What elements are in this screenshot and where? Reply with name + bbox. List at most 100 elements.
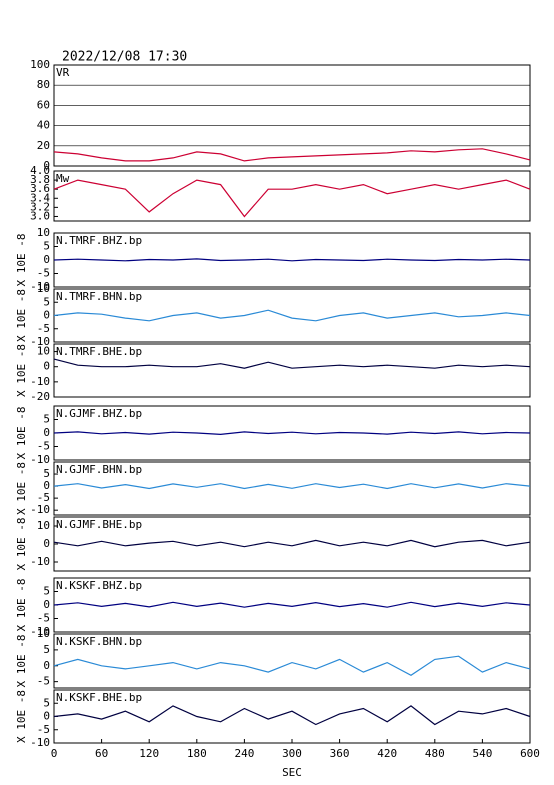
y-tick-label: 0	[43, 253, 50, 266]
x-tick-label: 240	[234, 747, 254, 760]
y-axis-label: X 10E -8	[15, 635, 28, 688]
y-tick-label: 0	[43, 710, 50, 723]
y-tick-label: 10	[37, 282, 50, 295]
y-tick-label: -10	[30, 453, 50, 466]
y-tick-label: 10	[37, 627, 50, 640]
panel-label: N.TMRF.BHN.bp	[56, 290, 142, 303]
x-tick-label: 180	[187, 747, 207, 760]
y-tick-label: 40	[37, 119, 50, 132]
panel-frame	[53, 170, 531, 222]
panel-label: N.KSKF.BHE.bp	[56, 691, 142, 704]
y-tick-label: -10	[30, 375, 50, 388]
x-tick-label: 300	[282, 747, 302, 760]
y-tick-label: 10	[37, 226, 50, 239]
y-tick-label: -10	[30, 625, 50, 638]
y-tick-label: -10	[30, 736, 50, 749]
panel-label: N.GJMF.BHE.bp	[56, 518, 142, 531]
y-tick-label: -5	[37, 612, 50, 625]
series-line	[53, 655, 531, 676]
panel-frame	[53, 64, 531, 167]
x-tick-label: 420	[377, 747, 397, 760]
y-tick-label: 3.6	[30, 182, 50, 195]
y-axis-label: X 10E -8	[15, 579, 28, 632]
y-tick-label: 4.0	[30, 164, 50, 177]
y-tick-label: 5	[43, 585, 50, 598]
y-tick-label: 0	[43, 537, 50, 550]
y-tick-label: 60	[37, 98, 50, 111]
y-tick-label: 3.4	[30, 191, 50, 204]
x-tick-label: 360	[330, 747, 350, 760]
y-tick-label: -5	[37, 723, 50, 736]
y-axis-label: X 10E -8	[15, 344, 28, 397]
y-tick-label: 0	[43, 309, 50, 322]
series-line	[53, 179, 531, 218]
y-tick-label: 5	[43, 240, 50, 253]
y-tick-label: 3.0	[30, 209, 50, 222]
x-tick-label: 480	[425, 747, 445, 760]
panel-label: N.KSKF.BHZ.bp	[56, 579, 142, 592]
panel-label: N.KSKF.BHN.bp	[56, 635, 142, 648]
y-tick-label: -10	[30, 555, 50, 568]
series-line	[53, 309, 531, 322]
y-tick-label: 5	[43, 413, 50, 426]
series-line	[53, 483, 531, 490]
series-line	[53, 258, 531, 262]
chart-title: 2022/12/08 17:30	[62, 50, 187, 65]
y-tick-label: -5	[37, 267, 50, 280]
series-line	[53, 431, 531, 436]
x-tick-label: 540	[472, 747, 492, 760]
y-axis-label: X 10E -8	[15, 518, 28, 571]
x-tick-label: 120	[139, 747, 159, 760]
y-tick-label: -10	[30, 503, 50, 516]
y-tick-label: -10	[30, 280, 50, 293]
series-line	[53, 358, 531, 369]
y-tick-label: 0	[43, 598, 50, 611]
series-line	[53, 601, 531, 608]
y-tick-label: 80	[37, 78, 50, 91]
y-tick-label: 0	[43, 426, 50, 439]
y-tick-label: 100	[30, 58, 50, 71]
panel-label: Mw	[56, 172, 70, 185]
y-tick-label: 5	[43, 295, 50, 308]
y-tick-label: -10	[30, 335, 50, 348]
y-tick-label: -5	[37, 322, 50, 335]
y-axis-label: X 10E -8	[15, 690, 28, 743]
y-tick-label: -5	[37, 491, 50, 504]
y-tick-label: 3.2	[30, 200, 50, 213]
x-tick-label: 0	[51, 747, 58, 760]
y-tick-label: -5	[37, 440, 50, 453]
y-axis-label: X 10E -8	[15, 234, 28, 287]
panel-label: VR	[56, 66, 70, 79]
y-tick-label: 20	[37, 139, 50, 152]
y-tick-label: 5	[43, 643, 50, 656]
panel-label: N.TMRF.BHZ.bp	[56, 234, 142, 247]
y-axis-label: X 10E -8	[15, 407, 28, 460]
y-tick-label: 0	[43, 360, 50, 373]
x-tick-label: 600	[520, 747, 540, 760]
y-tick-label: 0	[43, 659, 50, 672]
y-tick-label: 3.8	[30, 173, 50, 186]
y-tick-label: 10	[37, 519, 50, 532]
series-line	[53, 539, 531, 548]
y-tick-label: 0	[43, 479, 50, 492]
panel-label: N.TMRF.BHE.bp	[56, 345, 142, 358]
series-line	[53, 148, 531, 162]
y-tick-label: 10	[37, 345, 50, 358]
x-tick-label: 60	[95, 747, 108, 760]
series-line	[53, 705, 531, 726]
y-tick-label: 5	[43, 467, 50, 480]
y-tick-label: 5	[43, 696, 50, 709]
y-tick-label: -5	[37, 675, 50, 688]
x-axis-label: SEC	[282, 766, 302, 779]
y-tick-label: -20	[30, 390, 50, 403]
panel-label: N.GJMF.BHN.bp	[56, 463, 142, 476]
panel-label: N.GJMF.BHZ.bp	[56, 407, 142, 420]
panel-frame	[53, 633, 531, 689]
y-tick-label: 0	[43, 159, 50, 172]
y-axis-label: X 10E -8	[15, 289, 28, 342]
y-axis-label: X 10E -8	[15, 462, 28, 515]
panel-frame	[53, 343, 531, 398]
panel-frame	[53, 461, 531, 516]
